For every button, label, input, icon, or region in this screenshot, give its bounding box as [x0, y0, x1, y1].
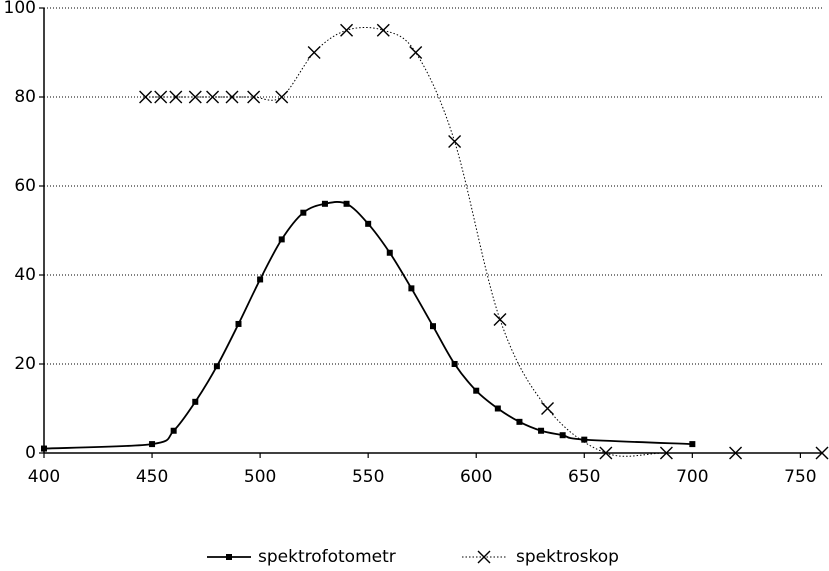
point-spektrofotometr-520 [300, 209, 307, 216]
point-spektrofotometr-580 [430, 323, 436, 330]
legend-entry-spektrofotometr: spektrofotometr [207, 547, 396, 567]
point-spektroskop-760 [815, 446, 829, 460]
point-spektrofotometr-480 [213, 363, 220, 370]
legend-label-spektroskop: spektroskop [516, 547, 619, 567]
y-tick-label-20: 20 [14, 354, 36, 374]
point-spektrofotometr-470 [192, 398, 199, 405]
point-spektroskop-557 [376, 23, 390, 37]
gridlines [44, 7, 822, 454]
point-spektrofotometr-600 [473, 387, 480, 394]
point-spektrofotometr-570 [408, 285, 415, 292]
series-line-spektroskop [145, 26, 822, 457]
series-line-spektrofotometr [43, 201, 693, 450]
legend: spektrofotometr spektroskop [207, 547, 619, 567]
x-tick-label-500: 500 [244, 467, 276, 487]
point-spektroskop-510 [275, 90, 289, 104]
point-spektroskop-660 [599, 446, 613, 460]
point-spektroskop-688 [659, 446, 673, 460]
point-spektrofotometr-400 [41, 445, 47, 452]
point-spektrofotometr-640 [559, 432, 566, 439]
y-tick-label-80: 80 [14, 87, 36, 107]
x-tick-label-750: 750 [784, 467, 816, 487]
point-spektrofotometr-650 [581, 436, 588, 443]
point-spektrofotometr-540 [343, 200, 350, 207]
point-spektroskop-611 [493, 313, 507, 326]
point-spektroskop-497 [247, 90, 261, 104]
axes: 0 20 40 60 80 100 400 450 500 550 600 650 700 750 [4, 0, 822, 487]
x-tick-label-400: 400 [28, 467, 60, 487]
y-tick-label-60: 60 [14, 176, 36, 196]
point-spektroskop-461 [169, 90, 183, 104]
point-spektroskop-590 [448, 135, 462, 148]
point-spektroskop-720 [729, 446, 743, 460]
point-spektrofotometr-620 [516, 418, 523, 425]
x-tick-label-450: 450 [136, 467, 168, 487]
legend-entry-spektroskop: spektroskop [462, 547, 619, 567]
legend-label-spektrofotometr: spektrofotometr [258, 547, 396, 567]
point-spektroskop-525 [307, 46, 321, 59]
point-spektrofotometr-610 [494, 405, 501, 412]
point-spektrofotometr-700 [689, 441, 696, 448]
x-tick-label-650: 650 [568, 467, 600, 487]
legend-marker-spektroskop [477, 550, 491, 564]
point-spektroskop-487 [225, 90, 239, 104]
point-spektrofotometr-590 [451, 361, 458, 367]
point-spektrofotometr-630 [538, 427, 545, 434]
y-tick-label-100: 100 [4, 0, 36, 18]
point-spektrofotometr-560 [386, 249, 393, 256]
x-tick-label-550: 550 [352, 467, 384, 487]
plot-area [41, 23, 829, 460]
y-tick-label-0: 0 [25, 443, 36, 463]
legend-marker-spektrofotometr [226, 554, 232, 560]
point-spektrofotometr-500 [257, 276, 264, 283]
point-spektrofotometr-530 [321, 200, 328, 207]
point-spektrofotometr-510 [278, 236, 285, 243]
point-spektroskop-633 [541, 402, 555, 415]
x-tick-label-600: 600 [460, 467, 492, 487]
point-spektroskop-572 [409, 46, 423, 59]
point-spektroskop-478 [206, 90, 220, 104]
point-spektroskop-447 [139, 90, 153, 104]
point-spektrofotometr-460 [170, 427, 177, 434]
point-spektroskop-470 [188, 90, 202, 104]
point-spektrofotometr-450 [149, 441, 156, 448]
point-spektrofotometr-550 [365, 220, 372, 227]
y-tick-label-40: 40 [14, 265, 36, 285]
x-tick-label-700: 700 [676, 467, 708, 487]
point-spektroskop-540 [340, 23, 354, 37]
point-spektroskop-454 [154, 90, 168, 104]
point-spektrofotometr-490 [235, 320, 242, 327]
